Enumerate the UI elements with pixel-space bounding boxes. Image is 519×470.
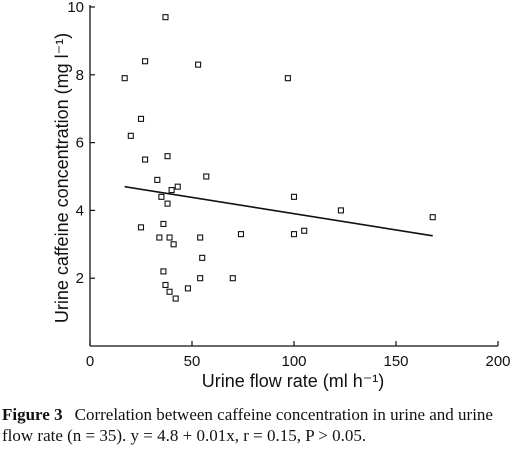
data-point bbox=[284, 75, 291, 82]
data-point bbox=[156, 234, 163, 241]
data-point bbox=[137, 224, 145, 231]
y-tick-label: 10 bbox=[67, 0, 84, 16]
data-point bbox=[237, 231, 245, 238]
y-tick-label: 8 bbox=[76, 67, 84, 84]
data-point bbox=[127, 132, 134, 139]
data-point bbox=[142, 156, 149, 163]
data-point bbox=[166, 288, 173, 295]
y-tick-label: 6 bbox=[76, 135, 84, 152]
x-tick-label: 0 bbox=[86, 353, 94, 370]
data-point bbox=[162, 281, 169, 289]
caption-text: Correlation between caffeine concentrati… bbox=[2, 405, 493, 445]
axes bbox=[89, 5, 498, 347]
data-point bbox=[164, 153, 171, 160]
data-point bbox=[229, 275, 236, 282]
data-point bbox=[160, 220, 167, 228]
x-axis-ticks: 0 50 100 150 200 bbox=[86, 341, 511, 370]
figure-caption: Figure 3 Correlation between caffeine con… bbox=[2, 404, 517, 446]
data-point bbox=[301, 227, 308, 234]
data-point bbox=[142, 58, 149, 65]
x-tick-label: 50 bbox=[184, 353, 201, 370]
data-point bbox=[203, 173, 210, 180]
y-axis-label: Urine caffeine concentration (mg l⁻¹) bbox=[52, 33, 72, 323]
figure-label: Figure 3 bbox=[2, 405, 63, 424]
y-tick-label: 4 bbox=[76, 202, 84, 219]
y-tick-label: 2 bbox=[76, 270, 84, 287]
x-tick-label: 100 bbox=[281, 353, 306, 370]
data-point bbox=[199, 254, 206, 261]
data-point bbox=[195, 61, 202, 68]
data-point bbox=[290, 231, 298, 238]
data-point bbox=[168, 187, 175, 194]
data-point bbox=[162, 14, 169, 21]
data-point bbox=[164, 200, 171, 207]
data-point bbox=[184, 285, 191, 292]
x-tick-label: 150 bbox=[383, 353, 408, 370]
data-point bbox=[290, 193, 298, 200]
regression-line bbox=[124, 185, 433, 237]
data-point bbox=[337, 207, 344, 214]
x-axis-label: Urine flow rate (ml h⁻¹) bbox=[202, 371, 385, 391]
data-point bbox=[121, 75, 128, 82]
data-point bbox=[172, 295, 179, 302]
data-point bbox=[429, 214, 436, 221]
data-point bbox=[137, 115, 145, 122]
data-point bbox=[197, 234, 204, 241]
data-point bbox=[174, 183, 181, 190]
data-point bbox=[166, 234, 173, 241]
data-point bbox=[158, 193, 165, 200]
x-tick-label: 200 bbox=[485, 353, 510, 370]
data-point bbox=[154, 176, 161, 183]
data-points bbox=[121, 14, 436, 302]
scatter-plot: 0 50 100 150 200 2 4 6 8 10 Urine flow rate (ml … bbox=[52, 0, 511, 391]
data-point bbox=[170, 241, 177, 248]
data-point bbox=[197, 275, 204, 282]
data-point bbox=[160, 268, 167, 275]
y-axis-ticks: 2 4 6 8 10 bbox=[67, 0, 95, 287]
